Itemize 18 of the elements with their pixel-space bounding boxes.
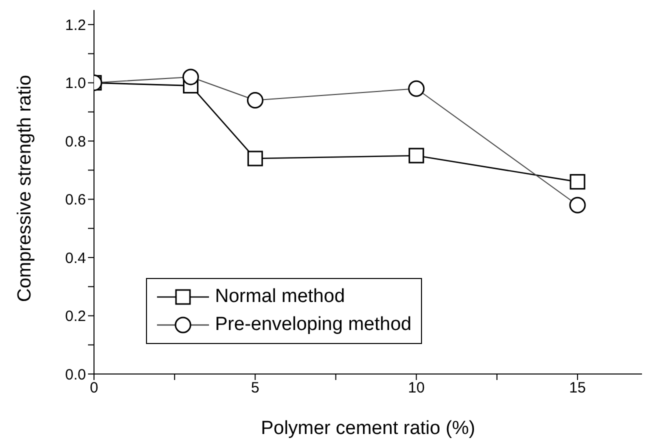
x-axis-title: Polymer cement ratio (%) bbox=[260, 418, 476, 439]
x-tick-label: 15 bbox=[569, 380, 586, 397]
point bbox=[408, 148, 424, 164]
y-tick-label: 0.6 bbox=[65, 192, 86, 209]
y-tick-label: 0.0 bbox=[65, 366, 86, 384]
y-tick-label: 0.2 bbox=[65, 308, 86, 326]
legend-label: Normal method bbox=[215, 286, 345, 308]
y-tick-label: 0.4 bbox=[65, 250, 86, 267]
legend-label: Pre-enveloping method bbox=[215, 314, 412, 336]
x-tick-label: 10 bbox=[408, 380, 425, 397]
point bbox=[570, 174, 586, 190]
x-tick-label: 0 bbox=[90, 380, 98, 397]
y-tick-label: 1.0 bbox=[65, 75, 86, 92]
y-tick-label: 0.8 bbox=[65, 133, 86, 150]
point bbox=[247, 150, 263, 166]
y-tick-label: 1.2 bbox=[65, 16, 86, 34]
y-axis-title: Compressive strength ratio bbox=[14, 74, 36, 302]
x-tick-label: 5 bbox=[251, 380, 260, 397]
